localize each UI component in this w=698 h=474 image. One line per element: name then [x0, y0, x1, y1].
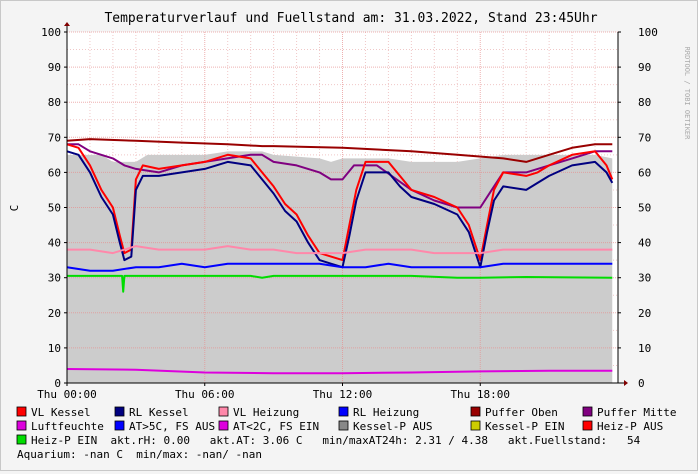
legend-label: Puffer Mitte [597, 406, 676, 419]
y-tick-label: 80 [48, 96, 61, 109]
legend-swatch [470, 420, 481, 431]
legend-label: Luftfeuchte [31, 420, 104, 433]
legend-swatch [16, 434, 27, 445]
legend-label: Kessel-P EIN [485, 420, 564, 433]
y-tick-label-right: 40 [638, 237, 651, 250]
series-line-heiz-p-ein [67, 274, 613, 293]
watermark: RRDTOOL / TOBI OETIKER [683, 47, 691, 141]
x-tick-label: Thu 18:00 [450, 388, 510, 401]
series-line-vl-heizung [67, 245, 613, 255]
y-tick-label: 60 [48, 166, 61, 179]
y-tick-label-right: 20 [638, 307, 651, 320]
legend-label: Kessel-P AUS [353, 420, 432, 433]
y-tick-label-right: 10 [638, 342, 651, 355]
legend-label: Heiz-P AUS [597, 420, 663, 433]
legend-label: Puffer Oben [485, 406, 558, 419]
legend-label: VL Heizung [233, 406, 299, 419]
legend-label: RL Heizung [353, 406, 419, 419]
legend-label: AT<2C, FS EIN [233, 420, 319, 433]
series-line-rl-heizung [66, 262, 613, 272]
x-tick-label: Thu 12:00 [313, 388, 373, 401]
legend-swatch [338, 406, 349, 417]
y-tick-label: 20 [48, 307, 61, 320]
y-tick-label-right: 60 [638, 166, 651, 179]
legend-aquarium-line: Aquarium: -nan C min/max: -nan/ -nan [17, 448, 262, 461]
legend-swatch [114, 420, 125, 431]
y-tick-label: 30 [48, 272, 61, 285]
legend-swatch [582, 420, 593, 431]
chart-title: Temperaturverlauf und Fuellstand am: 31.… [104, 11, 597, 26]
legend: VL Kessel RL Kessel VL Heizung RL Heizung Pu… [16, 406, 676, 461]
y-tick-label: 10 [48, 342, 61, 355]
legend-swatch [16, 420, 27, 431]
legend-swatch [218, 420, 229, 431]
x-tick-label: Thu 00:00 [37, 388, 97, 401]
y-tick-label-right: 90 [638, 61, 651, 74]
series-line-puffer-mitte [67, 143, 613, 209]
legend-swatch [114, 406, 125, 417]
y-tick-label: 90 [48, 61, 61, 74]
y-tick-label: 50 [48, 202, 61, 215]
legend-label: RL Kessel [129, 406, 189, 419]
series-line-luftfeuchte [66, 368, 613, 375]
series-line-puffer-oben [66, 138, 613, 163]
y-tick-label: 100 [41, 26, 61, 39]
x-axis-arrow [624, 380, 628, 386]
series-line-rl-kessel [66, 150, 614, 269]
legend-label: VL Kessel [31, 406, 91, 419]
legend-swatch [338, 420, 349, 431]
y-tick-label-right: 70 [638, 131, 651, 144]
y-tick-label-right: 30 [638, 272, 651, 285]
y-tick-label-right: 50 [638, 202, 651, 215]
plot-area: 0 0 10 10 20 20 30 30 40 40 50 50 60 60 70 70 80 80 90 90 10… [37, 22, 658, 401]
x-tick-label: Thu 06:00 [175, 388, 235, 401]
legend-stats-line: Heiz-P EIN akt.rH: 0.00 akt.AT: 3.06 C m… [31, 434, 641, 447]
y-axis-arrow [64, 22, 70, 26]
y-tick-label-right: 0 [638, 377, 645, 390]
y-axis-label: C [8, 205, 21, 212]
legend-label: AT>5C, FS AUS [129, 420, 215, 433]
y-tick-label: 70 [48, 131, 61, 144]
y-tick-label-right: 100 [638, 26, 658, 39]
legend-swatch [218, 406, 229, 417]
legend-swatch [16, 406, 27, 417]
y-tick-label: 0 [54, 377, 61, 390]
y-tick-label: 40 [48, 237, 61, 250]
legend-swatch [582, 406, 593, 417]
legend-swatch [470, 406, 481, 417]
y-tick-label-right: 80 [638, 96, 651, 109]
